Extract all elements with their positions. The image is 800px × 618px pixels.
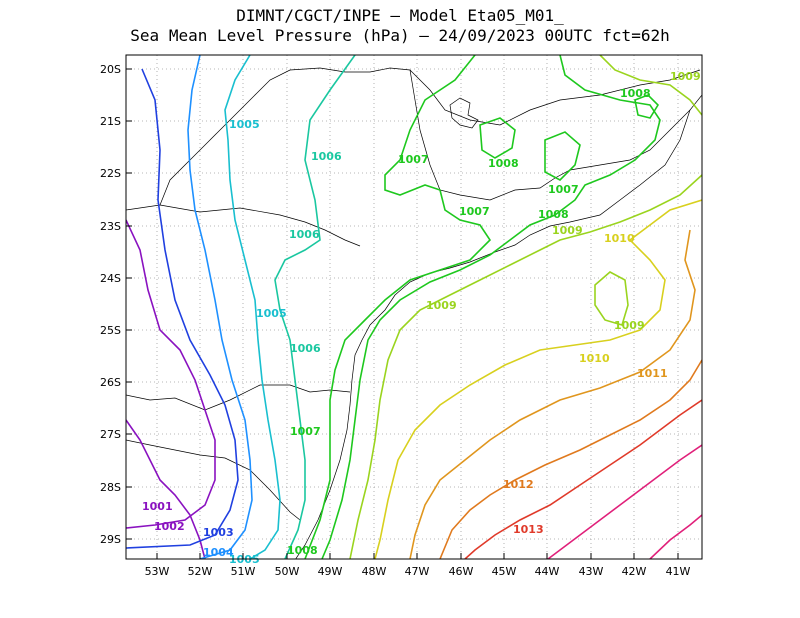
lon-tick-45w: 45W xyxy=(492,565,517,578)
isobar-1008-ne xyxy=(634,94,660,119)
lon-tick-52w: 52W xyxy=(188,565,213,578)
contour-label-1009-a: 1009 xyxy=(670,70,701,83)
contour-label-1013: 1013 xyxy=(513,523,544,536)
plot-frame xyxy=(125,54,703,560)
state-border-a xyxy=(126,204,361,247)
isobar-1001 xyxy=(126,419,206,559)
contour-label-1005-b: 1005 xyxy=(256,307,287,320)
lon-tick-48w: 48W xyxy=(362,565,387,578)
contour-label-1009-b: 1009 xyxy=(552,224,583,237)
contour-label-1009-d: 1009 xyxy=(614,319,645,332)
lat-tick-24s: 24S xyxy=(100,272,121,285)
lat-tick-29s: 29S xyxy=(100,533,121,546)
contour-label-1007-d: 1007 xyxy=(290,425,321,438)
contour-label-1010-b: 1010 xyxy=(579,352,610,365)
lon-tick-53w: 53W xyxy=(145,565,170,578)
contour-label-1007-c: 1007 xyxy=(548,183,579,196)
contour-label-1009-c: 1009 xyxy=(426,299,457,312)
contour-label-1006-b: 1006 xyxy=(289,228,320,241)
state-border-b xyxy=(126,384,351,411)
contour-label-1004: 1004 xyxy=(203,546,234,559)
lon-tick-labels: 53W 52W 51W 50W 49W 48W 47W 46W 45W 44W … xyxy=(145,565,691,578)
contour-label-1005-a: 1005 xyxy=(229,118,260,131)
isobar-1008-closed xyxy=(479,117,516,159)
isobar-1015 xyxy=(649,514,702,559)
contour-label-1007-a: 1007 xyxy=(398,153,429,166)
isobar-1009-closed xyxy=(594,271,629,326)
contour-label-1008-c: 1008 xyxy=(620,87,651,100)
isobar-1009 xyxy=(599,55,702,116)
contour-labels: 1001 1002 1003 1004 1005 1005 1005 1006 … xyxy=(142,70,701,566)
contour-label-1012: 1012 xyxy=(503,478,534,491)
contour-label-1006-c: 1006 xyxy=(290,342,321,355)
isobar-1003 xyxy=(126,68,239,549)
isobar-1011 xyxy=(409,229,696,559)
isobar-1009-b xyxy=(349,174,702,559)
contour-label-1003: 1003 xyxy=(203,526,234,539)
lat-tick-23s: 23S xyxy=(100,220,121,233)
contour-label-1011: 1011 xyxy=(637,367,668,380)
lon-tick-51w: 51W xyxy=(231,565,256,578)
lake xyxy=(449,97,479,129)
lon-tick-42w: 42W xyxy=(622,565,647,578)
isobar-1013 xyxy=(464,399,702,559)
contour-label-1008-b: 1008 xyxy=(538,208,569,221)
isobar-1008 xyxy=(321,55,661,559)
contour-label-1007-b: 1007 xyxy=(459,205,490,218)
tick-marks xyxy=(126,68,679,559)
contour-label-1008-a: 1008 xyxy=(488,157,519,170)
title-line-1: DIMNT/CGCT/INPE — Model Eta05_M01_ xyxy=(236,6,564,25)
lon-tick-49w: 49W xyxy=(318,565,343,578)
lat-tick-28s: 28S xyxy=(100,481,121,494)
grid-lines xyxy=(126,55,702,559)
isobar-1012 xyxy=(439,359,702,559)
lat-tick-20s: 20S xyxy=(100,63,121,76)
lon-tick-46w: 46W xyxy=(449,565,474,578)
contour-label-1006-a: 1006 xyxy=(311,150,342,163)
lon-tick-47w: 47W xyxy=(405,565,430,578)
contour-label-1010-a: 1010 xyxy=(604,232,635,245)
isobar-1004 xyxy=(187,55,253,559)
lon-tick-44w: 44W xyxy=(535,565,560,578)
lat-tick-25s: 25S xyxy=(100,324,121,337)
lat-tick-22s: 22S xyxy=(100,167,121,180)
isobar-1002 xyxy=(126,219,216,529)
lon-tick-50w: 50W xyxy=(275,565,300,578)
state-border-c xyxy=(126,439,301,521)
contour-label-1002: 1002 xyxy=(154,520,185,533)
lon-tick-43w: 43W xyxy=(579,565,604,578)
lat-tick-27s: 27S xyxy=(100,428,121,441)
isobars xyxy=(126,55,702,559)
isobar-1014 xyxy=(547,444,702,559)
contour-label-1008-d: 1008 xyxy=(287,544,318,557)
title-line-2: Sea Mean Level Pressure (hPa) — 24/09/20… xyxy=(130,26,670,45)
isobar-1010 xyxy=(374,199,702,559)
lat-tick-labels: 20S 21S 22S 23S 24S 25S 26S 27S 28S 29S xyxy=(100,63,121,546)
isobar-1006 xyxy=(274,55,356,559)
lat-tick-21s: 21S xyxy=(100,115,121,128)
contour-label-1001: 1001 xyxy=(142,500,173,513)
isobar-1007 xyxy=(304,55,492,559)
isobar-1005 xyxy=(224,55,281,559)
state-border-e xyxy=(409,69,701,126)
isobar-1008-east xyxy=(544,131,581,181)
lon-tick-41w: 41W xyxy=(666,565,691,578)
lat-tick-26s: 26S xyxy=(100,376,121,389)
